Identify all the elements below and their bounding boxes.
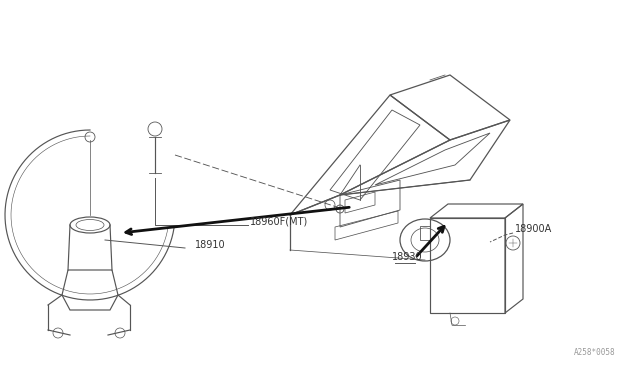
Text: 18960F(MT): 18960F(MT) bbox=[250, 217, 308, 227]
Text: 18900A: 18900A bbox=[515, 224, 552, 234]
Text: 18910: 18910 bbox=[195, 240, 226, 250]
Text: A258*0058: A258*0058 bbox=[574, 348, 616, 357]
Text: 18930: 18930 bbox=[392, 252, 422, 262]
